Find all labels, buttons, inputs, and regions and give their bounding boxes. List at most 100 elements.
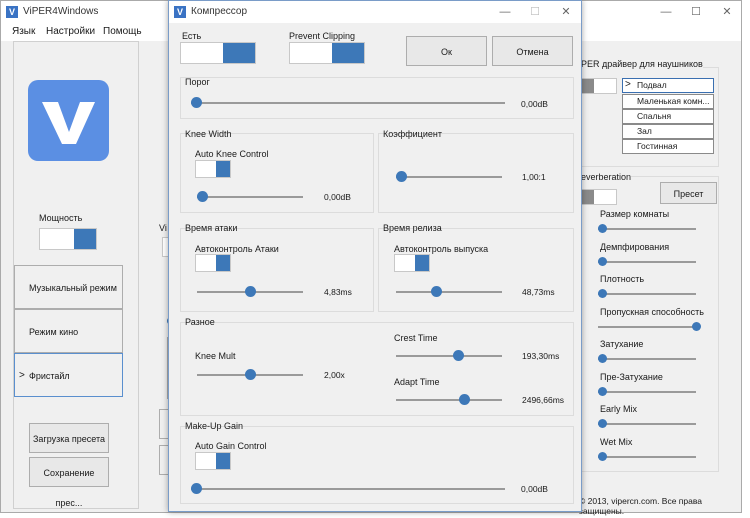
misc-group xyxy=(180,322,574,416)
reverb-param-track xyxy=(598,293,696,295)
menu-settings[interactable]: Настройки xyxy=(46,26,96,37)
selected-chevron-icon: > xyxy=(19,370,25,381)
menu-help[interactable]: Помощь xyxy=(103,26,142,37)
auto-release-toggle[interactable] xyxy=(394,254,430,272)
ok-button[interactable]: Ок xyxy=(406,36,487,66)
room-item-hall-label: Зал xyxy=(637,126,652,136)
room-item-bedroom-label: Спальня xyxy=(637,111,672,121)
reverb-param-label: Wet Mix xyxy=(600,436,633,447)
headphone-driver-toggle[interactable] xyxy=(581,78,617,94)
ratio-value: 1,00:1 xyxy=(522,172,546,182)
ratio-slider[interactable] xyxy=(396,171,407,182)
reverb-param-label: Плотность xyxy=(600,274,645,284)
compressor-close-icon[interactable]: ✕ xyxy=(561,6,571,18)
main-maximize-icon[interactable]: ☐ xyxy=(691,6,701,18)
reverberation-toggle[interactable] xyxy=(581,189,617,205)
reverb-param-slider[interactable] xyxy=(598,289,607,298)
save-preset-button[interactable]: Сохранение прес... xyxy=(29,457,109,508)
main-window-title: ViPER4Windows xyxy=(23,6,99,17)
reverb-param-slider[interactable] xyxy=(692,321,701,331)
adapt-time-slider[interactable] xyxy=(458,394,470,405)
threshold-group xyxy=(180,77,574,119)
makeup-slider[interactable] xyxy=(191,483,202,494)
reverb-param-track xyxy=(598,455,696,458)
auto-attack-toggle[interactable] xyxy=(195,254,231,272)
copyright-text: © 2013, vipercn.com. Все права защищены. xyxy=(579,496,703,516)
threshold-label: Порог xyxy=(185,77,210,87)
attack-slider[interactable] xyxy=(244,286,256,297)
reverb-param-slider[interactable] xyxy=(598,256,607,266)
power-label: Мощность xyxy=(39,213,83,223)
menu-language[interactable]: Язык xyxy=(12,26,36,37)
reverb-param-slider[interactable] xyxy=(598,386,607,396)
ratio-track xyxy=(396,176,502,178)
room-item-basement[interactable]: > Подвал xyxy=(622,78,714,93)
mode-freestyle-button[interactable]: > Фристайл xyxy=(14,353,123,397)
mode-music-button[interactable]: Музыкальный режим xyxy=(14,265,123,309)
enabled-toggle[interactable] xyxy=(180,42,256,64)
crest-time-track xyxy=(396,355,502,357)
ratio-label: Коэффициент xyxy=(383,129,442,139)
makeup-track xyxy=(191,488,505,490)
mode-movie-label: Режим кино xyxy=(29,327,79,337)
room-item-living-label: Гостинная xyxy=(637,141,678,151)
threshold-slider[interactable] xyxy=(191,97,202,108)
room-selected-chevron-icon: > xyxy=(625,79,631,90)
adapt-time-track xyxy=(396,399,502,401)
release-slider[interactable] xyxy=(431,286,443,297)
middle-fragment-label: Vi xyxy=(159,223,167,233)
reverb-preset-label: Пресет xyxy=(673,189,704,199)
power-toggle[interactable] xyxy=(39,228,97,250)
cancel-button[interactable]: Отмена xyxy=(492,36,573,66)
room-item-bedroom[interactable]: Спальня xyxy=(622,109,714,124)
knee-width-slider[interactable] xyxy=(197,191,208,202)
prevent-clipping-toggle[interactable] xyxy=(289,42,365,64)
reverb-param-label: Пропускная способность xyxy=(600,306,704,317)
reverb-param-label: Затухание xyxy=(600,339,644,349)
compressor-maximize-icon[interactable]: ☐ xyxy=(530,6,540,18)
prevent-clipping-label: Prevent Clipping xyxy=(289,31,356,41)
reverb-param-slider[interactable] xyxy=(598,419,607,428)
reverb-param-slider[interactable] xyxy=(598,451,607,461)
compressor-dialog: V Компрессор — ☐ ✕ Есть Prevent Clipping… xyxy=(168,0,582,512)
reverb-param-track xyxy=(598,228,696,230)
reverb-param-track xyxy=(598,260,696,263)
release-label: Время релиза xyxy=(383,223,442,233)
reverb-param-label: Размер комнаты xyxy=(600,209,670,219)
reverberation-label: everberation xyxy=(581,172,632,182)
room-item-basement-label: Подвал xyxy=(637,80,667,90)
room-item-small[interactable]: Маленькая комн... xyxy=(622,94,714,109)
crest-time-label: Crest Time xyxy=(394,333,438,343)
room-item-hall[interactable]: Зал xyxy=(622,124,714,139)
knee-mult-label: Knee Mult xyxy=(195,351,236,361)
reverb-param-label: Демпфирования xyxy=(600,241,670,252)
cancel-label: Отмена xyxy=(516,47,549,57)
main-minimize-icon[interactable]: — xyxy=(660,6,672,18)
makeup-value: 0,00dB xyxy=(521,484,548,494)
mode-music-label: Музыкальный режим xyxy=(29,283,117,293)
mode-movie-button[interactable]: Режим кино xyxy=(14,309,123,353)
mode-freestyle-label: Фристайл xyxy=(29,371,70,381)
load-preset-button[interactable]: Загрузка пресета xyxy=(29,423,109,453)
auto-knee-toggle[interactable] xyxy=(195,160,231,178)
save-preset-label: Сохранение прес... xyxy=(43,468,95,508)
room-item-small-label: Маленькая комн... xyxy=(637,96,710,106)
misc-label: Разное xyxy=(185,317,215,327)
makeup-group xyxy=(180,426,574,504)
attack-value: 4,83ms xyxy=(324,287,352,297)
reverb-param-slider[interactable] xyxy=(598,354,607,363)
room-item-living[interactable]: Гостинная xyxy=(622,139,714,154)
compressor-app-icon: V xyxy=(174,6,186,18)
crest-time-slider[interactable] xyxy=(453,350,464,361)
reverb-param-slider[interactable] xyxy=(598,224,607,233)
compressor-minimize-icon[interactable]: — xyxy=(499,6,511,18)
reverb-param-track xyxy=(598,423,696,425)
adapt-time-value: 2496,66ms xyxy=(522,395,565,405)
reverb-param-track xyxy=(598,325,696,328)
reverb-preset-button[interactable]: Пресет xyxy=(660,182,717,204)
makeup-label: Make-Up Gain xyxy=(185,421,244,431)
main-close-icon[interactable]: ✕ xyxy=(722,6,732,18)
knee-width-track xyxy=(197,196,303,198)
knee-mult-slider[interactable] xyxy=(244,369,256,380)
auto-gain-toggle[interactable] xyxy=(195,452,231,470)
